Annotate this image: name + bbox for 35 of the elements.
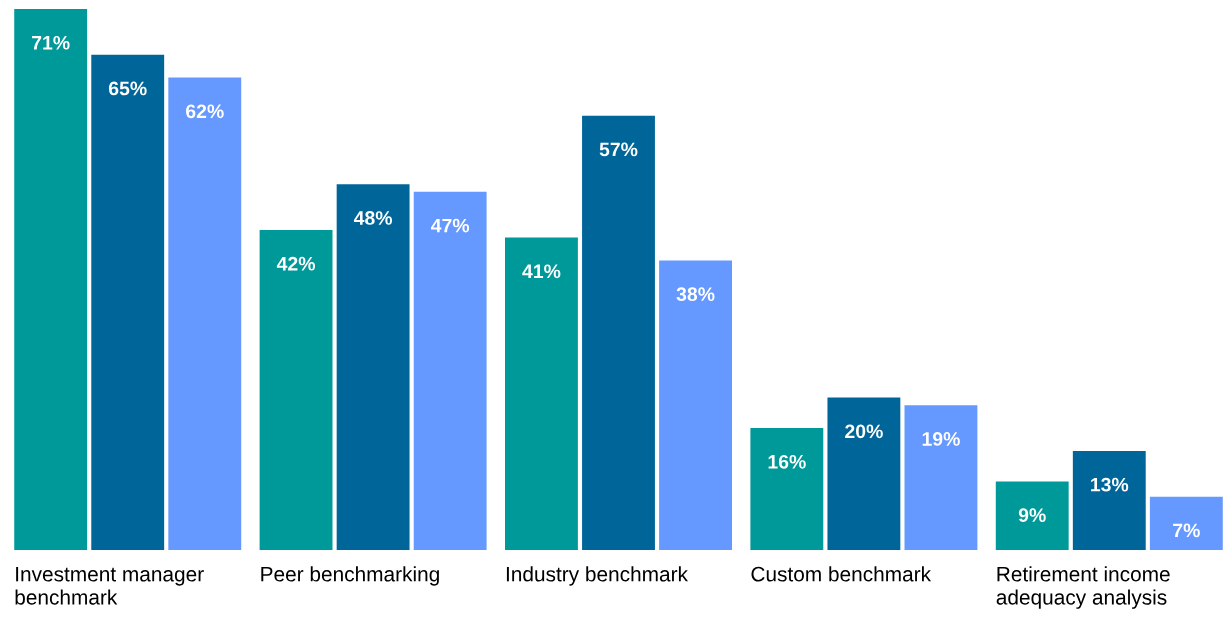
bar	[505, 237, 578, 550]
data-label: 20%	[845, 424, 883, 439]
x-tick-label: Custom benchmark	[751, 566, 932, 582]
bar	[91, 54, 165, 550]
bar	[336, 184, 410, 550]
data-label: 62%	[186, 104, 224, 119]
data-label: 71%	[32, 35, 70, 50]
data-label: 38%	[676, 287, 715, 302]
x-tick-label: Investment manager benchmark	[15, 566, 204, 605]
bar	[582, 115, 655, 550]
data-label: 65%	[108, 81, 147, 96]
data-label: 7%	[1173, 523, 1200, 538]
bar	[659, 260, 732, 550]
bar	[14, 9, 88, 550]
bar	[413, 191, 487, 550]
data-label: 57%	[599, 142, 638, 157]
data-label: 13%	[1091, 477, 1129, 492]
bar	[750, 428, 824, 550]
x-tick-label: Peer benchmarking	[261, 566, 439, 586]
data-label: 16%	[768, 454, 806, 469]
bar	[168, 77, 242, 550]
bar	[1149, 496, 1223, 550]
x-tick-label: Retirement income adequacy analysis	[996, 566, 1170, 609]
x-tick-label: Industry benchmark	[506, 566, 688, 586]
bar	[1072, 450, 1146, 550]
data-label: 41%	[522, 264, 561, 279]
bar	[259, 229, 333, 550]
data-label: 19%	[922, 432, 960, 446]
bar	[904, 405, 978, 550]
data-label: 42%	[276, 256, 315, 271]
bar	[827, 397, 901, 550]
data-label: 47%	[431, 218, 470, 233]
bar	[995, 481, 1069, 550]
data-label: 9%	[1018, 508, 1046, 523]
data-label: 48%	[353, 211, 393, 225]
